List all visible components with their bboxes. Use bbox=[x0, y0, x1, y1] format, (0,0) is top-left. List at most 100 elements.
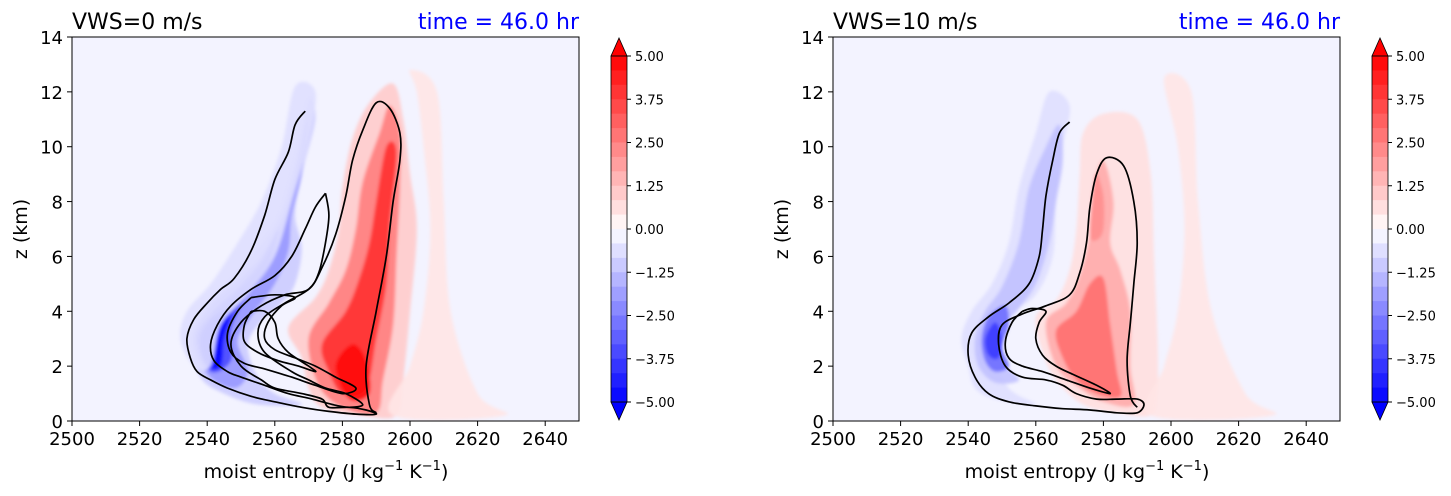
colorbar: 5.00 3.75 2.50 1.25 0.00 −1.25 −2.50 −3.75 −5.00 bbox=[1371, 37, 1436, 421]
colorbar-segment bbox=[611, 84, 627, 100]
colorbar-tick-label: −5.00 bbox=[1396, 396, 1436, 411]
y-tick-label: 0 bbox=[813, 412, 824, 433]
contour-fill-region bbox=[179, 81, 316, 371]
contour-fill-region bbox=[1144, 73, 1277, 421]
colorbar-extend-min bbox=[610, 401, 628, 421]
colorbar-segment bbox=[611, 56, 627, 71]
colorbar-segment bbox=[1372, 142, 1388, 158]
x-label-exp2: −1 bbox=[1183, 459, 1202, 474]
colorbar-extend-min bbox=[1371, 401, 1389, 421]
contour-fill-region bbox=[321, 141, 397, 396]
colorbar-segment bbox=[1372, 200, 1388, 215]
contour-line bbox=[242, 309, 317, 373]
colorbar-tick-label: 2.50 bbox=[635, 137, 664, 152]
x-label-exp2: −1 bbox=[422, 459, 441, 474]
x-tick-label: 2600 bbox=[387, 429, 433, 450]
colorbar-tick-label: 2.50 bbox=[1396, 137, 1425, 152]
colorbar-segment bbox=[611, 156, 627, 172]
x-tick-label: 2640 bbox=[522, 429, 568, 450]
colorbar-segment bbox=[1372, 171, 1388, 187]
contour-line bbox=[1004, 307, 1112, 395]
colorbar-segment bbox=[1372, 56, 1388, 71]
x-tick-label: 2500 bbox=[49, 429, 95, 450]
y-tick-label: 4 bbox=[52, 302, 63, 323]
x-tick-label: 2640 bbox=[1283, 429, 1329, 450]
x-label-exp1: −1 bbox=[384, 459, 403, 474]
y-tick-label: 6 bbox=[52, 247, 63, 268]
filled-contours bbox=[179, 69, 509, 421]
panel-vws-10: VWS=10 m/s time = 46.0 hr 2500 2520 2540 25… bbox=[771, 10, 1436, 483]
colorbar-extend-max bbox=[610, 37, 628, 57]
x-label-end: ) bbox=[441, 461, 448, 483]
colorbar-tick-label: 1.25 bbox=[1396, 180, 1425, 195]
x-tick-label: 2620 bbox=[455, 429, 501, 450]
x-tick-label: 2580 bbox=[1080, 429, 1126, 450]
x-tick-label: 2520 bbox=[117, 429, 163, 450]
colorbar-segment bbox=[1372, 70, 1388, 86]
colorbar-segment bbox=[1372, 128, 1388, 143]
colorbar-segment bbox=[1372, 344, 1388, 360]
colorbar-segment bbox=[1372, 113, 1388, 129]
plot-frame bbox=[71, 36, 580, 422]
contour-lines bbox=[185, 100, 402, 416]
y-ticks: 0 2 4 6 8 10 12 14 bbox=[801, 28, 833, 433]
colorbar-segment bbox=[611, 358, 627, 374]
x-tick-label: 2540 bbox=[184, 429, 230, 450]
colorbar-segment bbox=[611, 113, 627, 129]
colorbar-segment bbox=[1372, 214, 1388, 230]
colorbar-segment bbox=[1372, 301, 1388, 316]
colorbar-segment bbox=[611, 99, 627, 115]
contour-fill-region bbox=[1055, 275, 1122, 398]
colorbar-segment bbox=[1372, 387, 1388, 403]
contour-fill-region bbox=[388, 69, 509, 421]
x-ticks: 2500 2520 2540 2560 2580 2600 2620 2640 bbox=[49, 421, 568, 450]
colorbar-segment bbox=[611, 344, 627, 360]
colorbar-tick-label: 1.25 bbox=[635, 180, 664, 195]
colorbar-tick-label: −2.50 bbox=[1396, 310, 1436, 325]
colorbar-segment bbox=[611, 387, 627, 403]
y-tick-label: 2 bbox=[813, 357, 824, 378]
x-tick-label: 2580 bbox=[319, 429, 365, 450]
y-tick-label: 10 bbox=[40, 138, 63, 159]
colorbar-tick-label: 0.00 bbox=[1396, 223, 1425, 238]
colorbar-segment bbox=[611, 301, 627, 316]
y-axis-label: z (km) bbox=[10, 199, 32, 259]
x-ticks: 2500 2520 2540 2560 2580 2600 2620 2640 bbox=[810, 421, 1329, 450]
y-tick-label: 8 bbox=[813, 193, 824, 214]
colorbar-tick-label: 5.00 bbox=[635, 50, 664, 65]
colorbar-segment bbox=[1372, 373, 1388, 388]
contour-line bbox=[185, 100, 402, 416]
colorbar-extend-max bbox=[1371, 37, 1389, 57]
colorbar-segment bbox=[611, 171, 627, 187]
colorbar-tick-label: −2.50 bbox=[635, 310, 675, 325]
plot-area bbox=[832, 36, 1341, 422]
time-label: time = 46.0 hr bbox=[418, 10, 580, 35]
time-label: time = 46.0 hr bbox=[1179, 10, 1341, 35]
x-tick-label: 2520 bbox=[878, 429, 924, 450]
colorbar-segment bbox=[1372, 315, 1388, 331]
y-tick-label: 12 bbox=[801, 83, 824, 104]
colorbar-segment bbox=[611, 142, 627, 158]
y-tick-label: 12 bbox=[40, 83, 63, 104]
colorbar-segment bbox=[1372, 358, 1388, 374]
contour-fill-region bbox=[335, 344, 371, 402]
y-tick-label: 14 bbox=[801, 28, 824, 49]
colorbar-segment bbox=[1372, 156, 1388, 172]
colorbar-segment bbox=[611, 286, 627, 302]
colorbar-segment bbox=[1372, 257, 1388, 273]
contour-fill-region bbox=[984, 322, 1003, 360]
colorbar-segment bbox=[611, 214, 627, 230]
x-label-mid: K bbox=[1164, 461, 1183, 483]
plot-area bbox=[71, 36, 580, 422]
panel-title: VWS=0 m/s bbox=[72, 10, 203, 35]
y-axis-label: z (km) bbox=[771, 199, 793, 259]
colorbar-segment bbox=[611, 373, 627, 388]
y-tick-label: 0 bbox=[52, 412, 63, 433]
x-tick-label: 2560 bbox=[252, 429, 298, 450]
colorbar-tick-label: −5.00 bbox=[635, 396, 675, 411]
colorbar-tick-label: 3.75 bbox=[635, 93, 664, 108]
x-tick-label: 2600 bbox=[1148, 429, 1194, 450]
colorbar-segment bbox=[611, 243, 627, 259]
colorbar: 5.00 3.75 2.50 1.25 0.00 −1.25 −2.50 −3.75 −5.00 bbox=[610, 37, 675, 421]
